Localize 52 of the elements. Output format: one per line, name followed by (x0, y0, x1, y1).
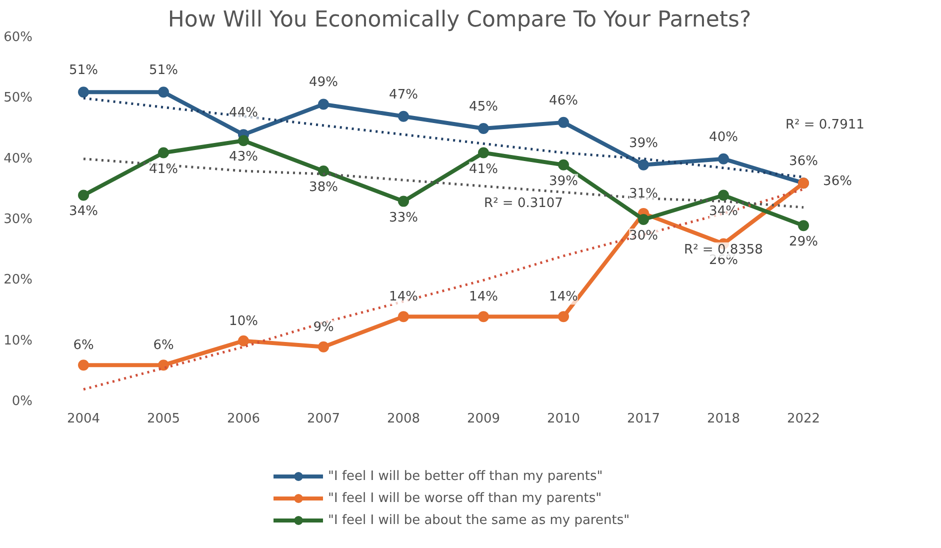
data-label: 9% (313, 320, 334, 335)
y-tick-label: 10% (4, 333, 33, 348)
legend-label: "I feel I will be about the same as my parents" (328, 512, 630, 528)
data-label: 49% (309, 75, 338, 90)
legend-label: "I feel I will be worse off than my parents" (328, 490, 602, 506)
y-tick-label: 30% (4, 212, 33, 227)
annotation: R² = 0.7911 (786, 117, 864, 132)
data-label: 51% (149, 63, 178, 78)
data-label: 31% (629, 186, 658, 202)
x-tick-label: 2008 (386, 412, 420, 426)
data-label: 41% (149, 162, 178, 177)
y-tick-label: 20% (4, 272, 33, 288)
data-label: 40% (709, 130, 738, 145)
data-label: 36% (823, 174, 852, 190)
x-tick-label: 2017 (626, 412, 660, 426)
legend-label: "I feel I will be better off than my parents" (328, 468, 603, 484)
x-tick-label: 2007 (306, 412, 340, 426)
y-tick-label: 40% (4, 151, 33, 166)
data-label: 34% (69, 204, 98, 220)
data-label: 6% (153, 338, 174, 354)
data-label: 10% (229, 314, 258, 329)
data-label: 14% (469, 290, 498, 305)
data-label: 44% (229, 106, 258, 121)
data-label: 14% (549, 290, 578, 305)
chart-title: How Will You Economically Compare To Your Parnets? (168, 8, 752, 32)
x-tick-label: 2010 (546, 412, 580, 426)
data-label: 34% (709, 204, 738, 220)
x-tick-label: 2005 (146, 412, 180, 426)
annotation: R² = 0.3107 (484, 196, 563, 212)
data-label: 36% (789, 154, 818, 170)
data-label: 51% (69, 63, 98, 78)
x-tick-label: 2022 (786, 412, 820, 426)
data-label: 29% (789, 234, 818, 250)
data-label: 14% (389, 290, 418, 305)
data-label: 41% (469, 162, 498, 177)
data-label: 45% (469, 100, 498, 114)
x-tick-label: 2006 (226, 412, 260, 426)
data-label: 33% (389, 210, 418, 226)
data-label: 46% (549, 93, 578, 108)
data-label: 39% (549, 174, 578, 189)
y-tick-label: 0% (12, 394, 32, 409)
annotation: R² = 0.8358 (684, 242, 763, 258)
data-label: 6% (73, 338, 94, 354)
x-tick-label: 2009 (466, 412, 500, 426)
y-tick-label: 50% (4, 90, 33, 106)
x-tick-label: 2018 (706, 412, 740, 426)
x-tick-label: 2004 (66, 412, 100, 426)
data-label: 38% (309, 180, 338, 195)
y-tick-label: 60% (4, 30, 33, 45)
data-label: 39% (629, 136, 658, 151)
data-label: 47% (389, 87, 418, 102)
data-label: 43% (229, 150, 258, 165)
